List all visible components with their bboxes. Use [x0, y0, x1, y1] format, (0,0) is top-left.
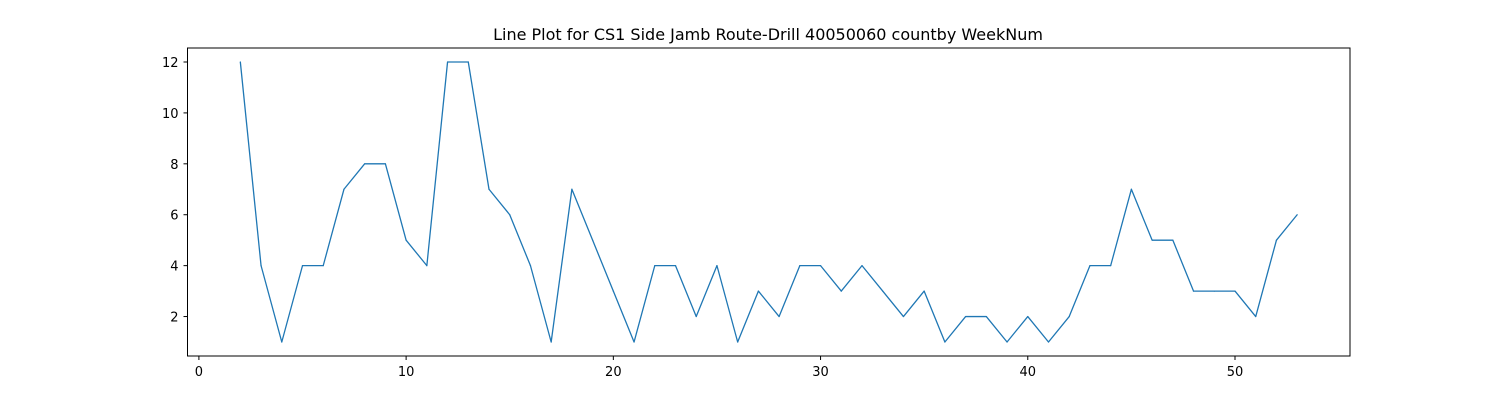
- data-point: [819, 265, 822, 267]
- data-point: [550, 341, 552, 343]
- data-point: [633, 341, 635, 343]
- data-point: [695, 315, 697, 318]
- data-point: [944, 341, 946, 343]
- data-point: [1151, 239, 1153, 241]
- data-point: [1047, 341, 1050, 343]
- data-point: [861, 265, 863, 267]
- data-point: [1192, 290, 1195, 292]
- data-point: [260, 265, 262, 267]
- y-tick-label: 8: [170, 158, 178, 173]
- data-point: [446, 61, 449, 63]
- x-tick-label: 10: [398, 365, 415, 380]
- data-point: [985, 315, 987, 318]
- data-point: [1296, 214, 1298, 216]
- data-point: [716, 265, 718, 267]
- data-point: [405, 239, 407, 241]
- data-point: [1006, 341, 1008, 343]
- x-tick-label: 0: [195, 365, 203, 380]
- y-axis-ticks: 2 4 6 8 10 12: [162, 56, 188, 326]
- data-point: [592, 239, 594, 241]
- data-point: [488, 188, 490, 190]
- data-point: [509, 214, 511, 216]
- y-tick-label: 12: [162, 56, 179, 71]
- data-point: [778, 315, 780, 318]
- x-tick-label: 20: [605, 365, 622, 380]
- data-point: [840, 290, 842, 292]
- x-tick-label: 30: [812, 365, 829, 380]
- data-point: [467, 61, 469, 63]
- x-tick-label: 50: [1227, 365, 1244, 380]
- data-point: [1275, 239, 1278, 241]
- data-point: [674, 265, 677, 267]
- data-point: [612, 290, 614, 292]
- data-point: [1172, 239, 1174, 241]
- data-point: [1110, 265, 1112, 267]
- series-0: [239, 61, 1298, 343]
- data-point: [882, 290, 884, 292]
- data-point: [1255, 315, 1257, 318]
- data-point: [1130, 188, 1132, 190]
- data-point: [239, 61, 241, 63]
- series-layer: [239, 61, 1298, 343]
- data-point: [1027, 315, 1029, 318]
- data-point: [923, 290, 925, 292]
- data-point: [301, 265, 304, 267]
- data-point: [343, 188, 345, 190]
- y-tick-label: 6: [170, 209, 178, 224]
- data-point: [281, 341, 283, 343]
- chart-title: Line Plot for CS1 Side Jamb Route-Drill …: [493, 25, 1043, 44]
- data-point: [322, 265, 324, 267]
- data-point: [965, 315, 967, 318]
- x-tick-label: 40: [1020, 365, 1037, 380]
- y-tick-label: 2: [170, 311, 178, 326]
- data-point: [529, 265, 532, 267]
- data-point: [902, 315, 905, 318]
- data-point: [757, 290, 759, 292]
- data-point: [364, 163, 366, 165]
- data-point: [571, 188, 573, 190]
- y-tick-label: 10: [162, 107, 179, 122]
- data-point: [1234, 290, 1236, 292]
- y-tick-label: 4: [170, 260, 178, 275]
- series-line: [239, 61, 1298, 343]
- data-point: [737, 341, 739, 343]
- x-axis-ticks: 0 10 20 30 40 50: [195, 356, 1244, 380]
- data-point: [654, 265, 656, 267]
- data-point: [426, 265, 428, 267]
- data-point: [799, 265, 801, 267]
- plot-frame: [187, 47, 1351, 357]
- data-point: [1213, 290, 1215, 292]
- data-point: [384, 163, 386, 165]
- data-point: [1068, 315, 1070, 318]
- data-point: [1089, 265, 1091, 267]
